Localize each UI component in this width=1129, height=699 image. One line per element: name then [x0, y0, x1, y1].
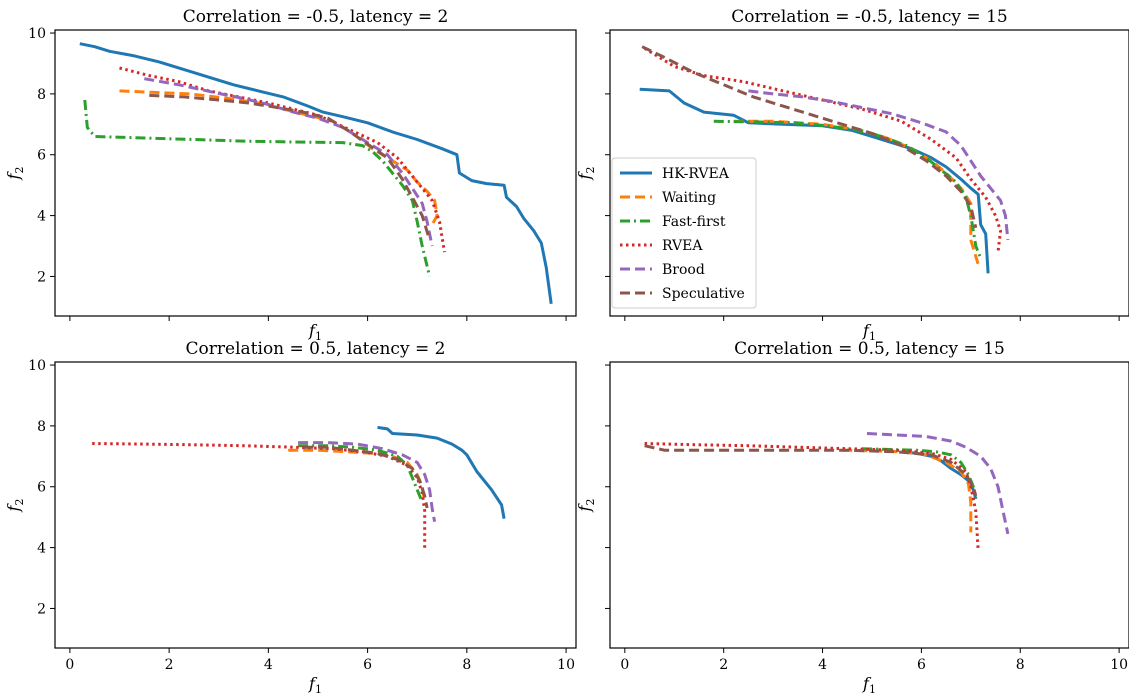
x-tick-label: 10: [557, 657, 575, 673]
y-tick-label: 2: [37, 601, 46, 617]
x-tick-label: 4: [818, 657, 827, 673]
y-axis-label-1: f2: [4, 167, 26, 181]
series-line-rvea: [644, 442, 980, 551]
y-tick-label: 8: [37, 87, 46, 103]
chart-title: Correlation = -0.5, latency = 2: [183, 7, 449, 27]
series-line-rvea: [92, 442, 427, 551]
series-line-fast-first: [298, 444, 424, 503]
series-line-hk-rvea: [79, 42, 553, 305]
legend-label-hk-rvea: HK-RVEA: [662, 166, 730, 182]
x-tick-label: 0: [620, 657, 629, 673]
y-tick-label: 2: [37, 269, 46, 285]
chart-title: Correlation = 0.5, latency = 2: [186, 339, 446, 359]
series-line-hk-rvea: [377, 425, 506, 519]
series-line-speculative: [641, 45, 978, 229]
legend-box: [611, 157, 757, 309]
series-line-fast-first: [83, 99, 432, 277]
series-line-waiting: [288, 448, 427, 503]
y-axis-label-4: f2: [575, 499, 597, 513]
legend-label-rvea: RVEA: [662, 238, 703, 254]
plot-frame: [609, 29, 1129, 317]
x-tick-label: 0: [65, 657, 74, 673]
legend: HK-RVEA Waiting Fast-first RVEA Brood Specula…: [611, 157, 757, 309]
x-axis-label-4: f1: [862, 674, 876, 696]
y-tick-label: 10: [28, 26, 46, 42]
y-tick-label: 10: [28, 358, 46, 374]
y-tick-label: 6: [37, 148, 46, 164]
x-tick-label: 2: [719, 657, 728, 673]
y-axis-label-2: f2: [575, 167, 597, 181]
panel-3: 0 2 4 6 8 10 2 4 6 8 10 Correlation = 0.5, latency …: [4, 339, 577, 696]
series-line-brood: [748, 89, 1010, 241]
legend-label-waiting: Waiting: [662, 190, 716, 206]
series-line-waiting: [842, 448, 973, 533]
plot-frame: [54, 29, 577, 317]
series-line-waiting: [119, 89, 439, 226]
y-axis-label-3: f2: [4, 499, 26, 513]
plot-frame: [609, 361, 1129, 649]
series-line-rvea: [643, 47, 1002, 253]
chart-title: Correlation = -0.5, latency = 15: [731, 7, 1007, 27]
series-line-brood: [298, 441, 437, 522]
series-line-hk-rvea: [639, 87, 990, 274]
x-axis-label-3: f1: [308, 674, 322, 696]
x-tick-label: 2: [165, 657, 174, 673]
series-line-brood: [866, 432, 1010, 535]
series-line-speculative: [303, 445, 429, 509]
y-tick-label: 8: [37, 419, 46, 435]
x-tick-label: 8: [1016, 657, 1025, 673]
series-line-fast-first: [713, 119, 983, 259]
y-tick-label: 4: [37, 209, 46, 225]
x-tick-label: 6: [917, 657, 926, 673]
legend-label-brood: Brood: [662, 262, 705, 278]
x-tick-label: 4: [264, 657, 273, 673]
x-tick-label: 6: [363, 657, 372, 673]
series-line-waiting: [733, 119, 980, 265]
y-tick-label: 6: [37, 480, 46, 496]
panel-4: 0 2 4 6 8 10 Correlation = 0.5, latency = 15 f1…: [575, 339, 1129, 696]
x-tick-label: 8: [462, 657, 471, 673]
series-line-speculative: [644, 444, 978, 497]
chart-title: Correlation = 0.5, latency = 15: [734, 339, 1005, 359]
x-tick-label: 10: [1110, 657, 1128, 673]
legend-label-speculative: Speculative: [662, 286, 745, 302]
legend-label-fast-first: Fast-first: [662, 214, 726, 230]
plot-frame: [54, 361, 577, 649]
y-tick-label: 4: [37, 541, 46, 557]
